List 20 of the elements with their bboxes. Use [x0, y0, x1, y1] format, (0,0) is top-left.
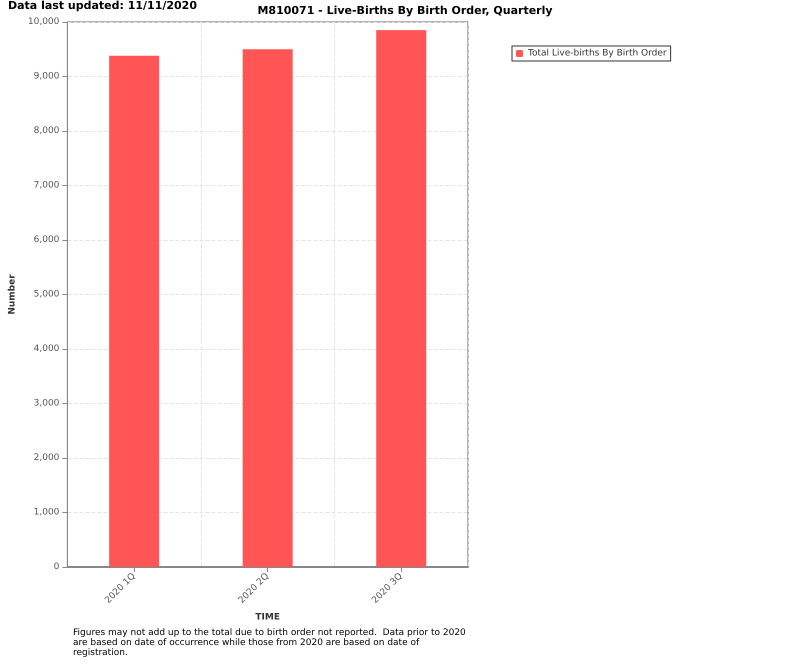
- y-tick-label: 5,000: [34, 290, 60, 300]
- y-tick-label: 2,000: [34, 453, 60, 463]
- y-tick-label: 7,000: [34, 180, 60, 190]
- x-axis-title: TIME: [255, 612, 280, 622]
- y-tick-label: 6,000: [34, 235, 60, 245]
- y-axis-title: Number: [8, 274, 18, 315]
- y-tick-label: 9,000: [34, 72, 60, 82]
- y-tick-label: 4,000: [34, 344, 60, 354]
- y-tick-label: 1,000: [34, 508, 60, 518]
- y-tick-label: 0: [54, 562, 60, 572]
- bar: [242, 49, 293, 567]
- y-tick-label: 3,000: [34, 398, 60, 408]
- bar: [376, 30, 426, 567]
- legend-label: Total Live-births By Birth Order: [527, 48, 667, 58]
- y-tick-label: 10,000: [28, 17, 60, 27]
- y-tick-label: 8,000: [34, 126, 60, 136]
- text: Data last updated: 11/11/2020: [8, 0, 198, 12]
- text: Figures may not add up to the total due to birth order not reported. Data prior to 2020 are based on date of occurrence while those from 2020 are based on date of registration.: [73, 628, 469, 658]
- bar: [109, 56, 160, 567]
- chart-title: M810071 - Live-Births By Birth Order, Quarterly: [257, 4, 553, 17]
